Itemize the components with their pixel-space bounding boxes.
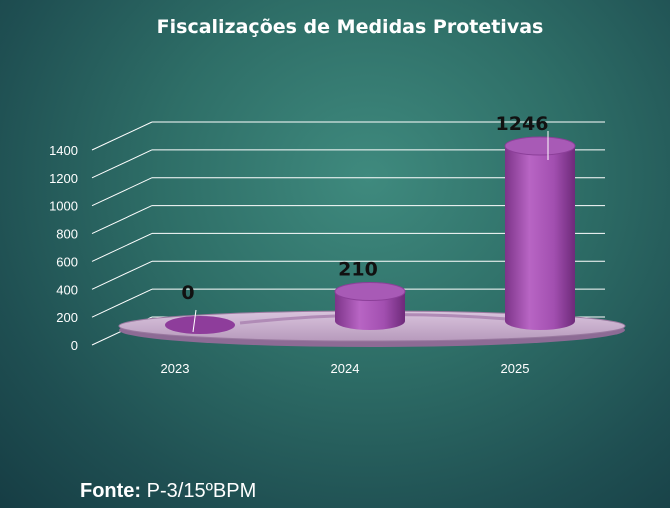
chart-title: Fiscalizações de Medidas Protetivas [156,16,544,38]
data-label-2025: 1246 [496,113,549,135]
gridline-diagonal [91,177,153,207]
gridline-diagonal [91,288,153,318]
gridline-diagonal [91,149,153,179]
bar-2025 [505,146,575,330]
x-axis-categories: 2023 2024 2025 [161,361,530,376]
y-tick-label: 1400 [49,143,78,158]
gridline-diagonal [91,205,153,235]
source-value: P-3/15ºBPM [146,480,257,502]
data-labels: 0 210 1246 [181,113,549,333]
bar-2024 [335,291,405,330]
x-category-label: 2024 [331,361,360,376]
data-label-2023: 0 [181,282,194,304]
y-axis-ticks: 0 200 400 600 800 1000 1200 1400 [49,143,78,353]
source-note: Fonte: P-3/15ºBPM [80,480,256,503]
chart-bars [165,136,576,334]
y-tick-label: 400 [56,282,78,297]
bar-2023 [165,316,235,334]
y-tick-label: 0 [71,338,78,353]
gridline-diagonal [91,232,153,262]
y-tick-label: 1000 [49,199,78,214]
leader-line-2023 [192,309,197,333]
bar-top-2024 [334,282,406,302]
gridline-diagonal [91,121,153,151]
y-tick-label: 200 [56,310,78,325]
source-label: Fonte: [80,480,142,502]
gridline-diagonal [91,260,153,290]
x-category-label: 2025 [501,361,530,376]
y-tick-label: 1200 [49,171,78,186]
bar-top-2025 [504,136,576,156]
y-tick-label: 600 [56,254,78,269]
x-category-label: 2023 [161,361,190,376]
data-label-2024: 210 [338,259,378,281]
y-tick-label: 800 [56,227,78,242]
